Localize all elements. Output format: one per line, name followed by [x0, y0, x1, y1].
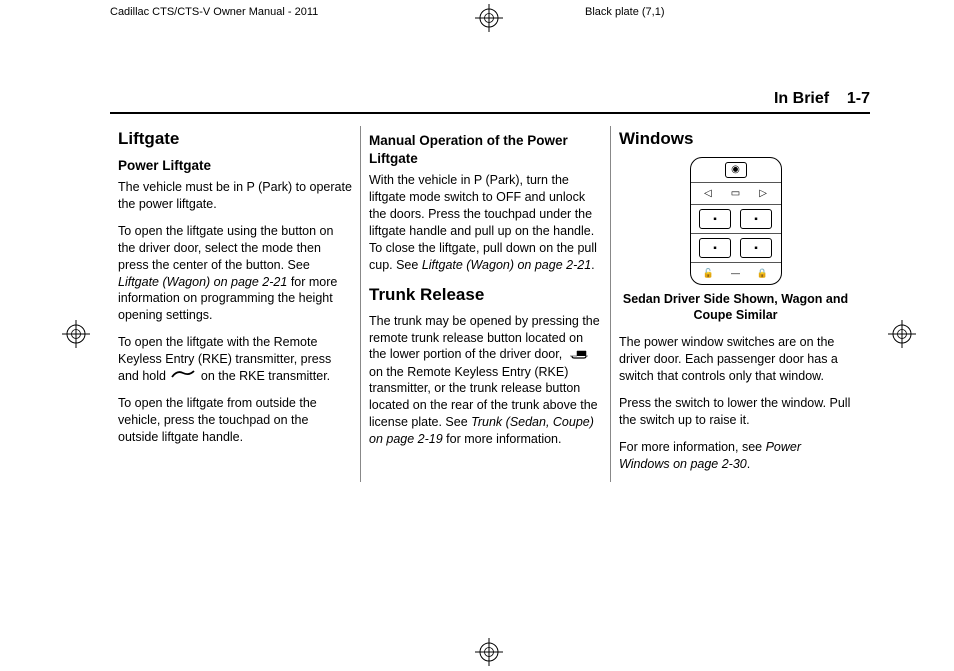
page-content: In Brief 1-7 Liftgate Power Liftgate The…	[110, 90, 870, 482]
registration-mark-left	[62, 320, 90, 353]
heading-liftgate: Liftgate	[118, 128, 352, 151]
window-switch-figure: ◉ ◁▭▷ ▪▪ ▪▪ 🔓—🔒	[690, 157, 782, 285]
header-left-text: Cadillac CTS/CTS-V Owner Manual - 2011	[110, 6, 318, 18]
para-manual-1: With the vehicle in P (Park), turn the l…	[369, 172, 602, 273]
figure-caption: Sedan Driver Side Shown, Wagon and Coupe…	[619, 291, 852, 325]
header-right-text: Black plate (7,1)	[585, 6, 664, 18]
unlock-icon: 🔓	[703, 267, 714, 279]
para-windows-1: The power window switches are on the dri…	[619, 334, 852, 385]
column-1: Liftgate Power Liftgate The vehicle must…	[110, 126, 360, 482]
running-section: In Brief	[774, 90, 829, 107]
heading-windows: Windows	[619, 128, 852, 151]
window-switch-fr: ▪	[740, 209, 772, 229]
column-3: Windows ◉ ◁▭▷ ▪▪ ▪▪ 🔓—🔒 Sedan Driver Sid…	[610, 126, 860, 482]
window-switch-fl: ▪	[699, 209, 731, 229]
para-liftgate-4: To open the liftgate from outside the ve…	[118, 395, 352, 446]
heading-trunk-release: Trunk Release	[369, 284, 602, 307]
lock-closed-icon: 🔒	[757, 267, 768, 279]
trunk-release-icon	[568, 347, 590, 364]
column-2: Manual Operation of the Power Liftgate W…	[360, 126, 610, 482]
window-switch-rl: ▪	[699, 238, 731, 258]
lock-icon: ◉	[731, 163, 740, 177]
registration-mark-top	[475, 4, 503, 37]
running-page: 1-7	[847, 90, 870, 107]
running-head: In Brief 1-7	[110, 90, 870, 114]
para-liftgate-1: The vehicle must be in P (Park) to opera…	[118, 179, 352, 213]
mirror-left-icon: ◁	[704, 187, 712, 201]
registration-mark-right	[888, 320, 916, 353]
registration-mark-bottom	[475, 638, 503, 671]
para-windows-3: For more information, see Power Windows …	[619, 439, 852, 473]
window-switch-rr: ▪	[740, 238, 772, 258]
para-windows-2: Press the switch to lower the window. Pu…	[619, 395, 852, 429]
para-liftgate-3: To open the liftgate with the Remote Key…	[118, 334, 352, 385]
para-trunk-1: The trunk may be opened by pressing the …	[369, 313, 602, 448]
mirror-right-icon: ▷	[759, 187, 767, 201]
heading-power-liftgate: Power Liftgate	[118, 157, 352, 175]
para-liftgate-2: To open the liftgate using the button on…	[118, 223, 352, 324]
heading-manual-liftgate: Manual Operation of the Power Liftgate	[369, 132, 602, 168]
liftgate-hold-icon	[171, 368, 195, 385]
